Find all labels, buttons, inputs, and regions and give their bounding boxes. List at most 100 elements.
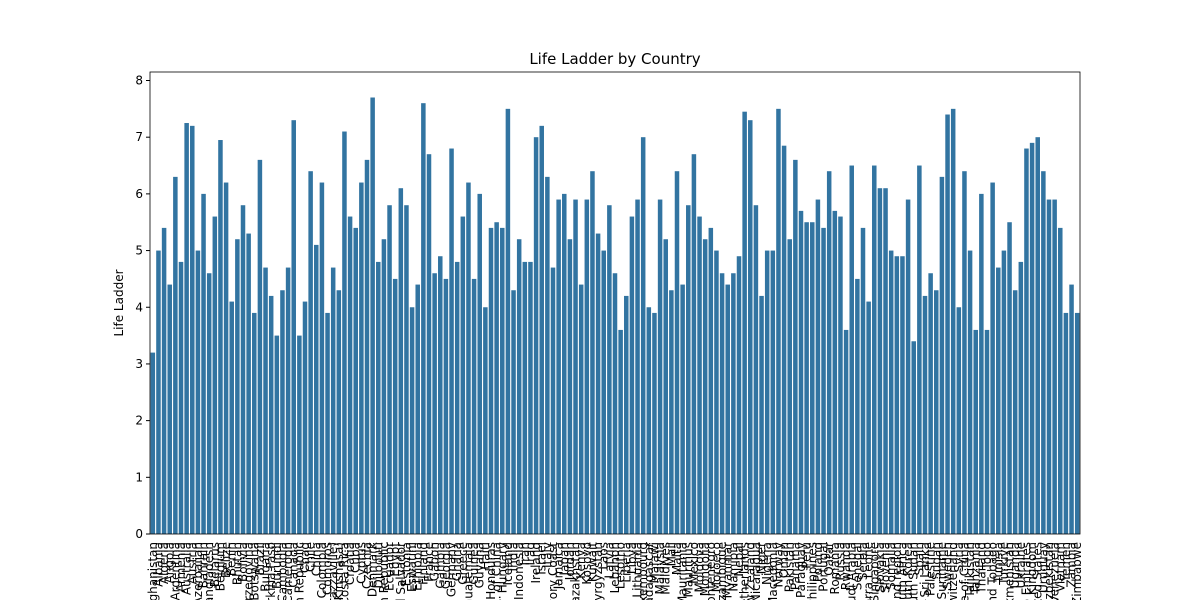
- bar: [578, 284, 584, 534]
- x-tick-label: Egypt: [388, 542, 402, 577]
- bar: [454, 261, 460, 534]
- x-tick-label: Panama: [788, 542, 802, 590]
- x-tick-label: Malawi: [647, 542, 661, 584]
- bar: [1041, 171, 1046, 534]
- bar: [409, 307, 415, 534]
- bar: [612, 273, 618, 534]
- x-tick-label: Turkmenistan: [1003, 542, 1017, 600]
- x-tick-label: Maldives: [659, 542, 673, 595]
- bar: [516, 239, 522, 534]
- bar: [894, 256, 900, 534]
- bar: [1063, 312, 1069, 534]
- x-tick-label: Ghana: [450, 542, 464, 581]
- bar: [190, 125, 195, 535]
- x-tick-label: Luxembourg: [636, 542, 650, 600]
- x-tick-label: Belize: [219, 542, 233, 578]
- bar: [793, 159, 798, 534]
- x-tick-label: Ukraine: [1014, 542, 1028, 588]
- x-tick-label: Guyana: [473, 542, 487, 588]
- x-tick-label: Cambodia: [275, 542, 289, 600]
- bar: [669, 290, 674, 534]
- bar: [184, 123, 189, 534]
- bar: [1046, 199, 1052, 534]
- x-tick-label: Gambia: [433, 542, 447, 589]
- bar: [759, 295, 764, 534]
- bar: [618, 329, 623, 534]
- bar: [246, 233, 251, 534]
- x-tick-label: China: [309, 542, 323, 576]
- bar: [488, 227, 494, 534]
- x-tick-label: Malta: [670, 542, 684, 575]
- y-tick-label: 3: [135, 357, 143, 371]
- bar: [308, 171, 313, 534]
- x-tick-label: Libya: [625, 542, 639, 574]
- bar: [967, 250, 973, 534]
- bar: [336, 290, 342, 534]
- x-tick-label: Guatemala: [461, 542, 475, 600]
- x-tick-label: Finland: [416, 542, 430, 585]
- x-tick-label: Kazakhstan: [569, 542, 583, 600]
- x-tick-label: Zambia: [1065, 542, 1079, 588]
- bar: [438, 256, 443, 534]
- x-tick-label: Liberia: [619, 542, 633, 583]
- x-tick-label: Sri Lanka: [918, 542, 932, 597]
- bar: [567, 239, 573, 534]
- x-tick-label: Somaliland region: [890, 542, 904, 600]
- y-tick-label: 2: [135, 414, 143, 428]
- bar: [347, 216, 353, 534]
- bar: [268, 295, 274, 534]
- x-tick-label: Romania: [828, 542, 842, 594]
- x-tick-label: Nicaragua: [749, 542, 763, 600]
- y-tick-label: 4: [135, 300, 143, 314]
- x-tick-label: Nigeria: [760, 542, 774, 585]
- x-tick-label: Vietnam: [1053, 542, 1067, 592]
- bar: [381, 239, 387, 534]
- bar: [917, 165, 922, 534]
- x-tick-label: Suriname: [935, 542, 949, 600]
- x-tick-label: Congo (Brazzaville): [326, 542, 340, 600]
- x-tick-label: Moldova: [693, 542, 707, 592]
- x-tick-label: Lesotho: [614, 542, 628, 589]
- bar: [150, 352, 156, 534]
- bar: [787, 239, 792, 534]
- x-tick-label: Taiwan Province of China: [957, 542, 971, 600]
- bar: [798, 210, 804, 535]
- bar: [821, 227, 826, 534]
- bar: [748, 120, 753, 534]
- x-tick-label: Uruguay: [1036, 542, 1050, 593]
- bar: [235, 239, 240, 534]
- bar: [466, 182, 471, 535]
- bar: [928, 273, 933, 534]
- bar: [353, 227, 358, 534]
- bar: [702, 239, 708, 534]
- bar: [212, 216, 218, 534]
- bar: [595, 233, 601, 534]
- x-tick-label: Haiti: [478, 542, 492, 570]
- x-tick-label: United Arab Emirates: [1019, 542, 1033, 600]
- x-tick-label: Georgia: [439, 542, 453, 589]
- bar: [911, 341, 916, 534]
- bar: [156, 250, 161, 534]
- x-tick-label: Croatia: [343, 542, 357, 585]
- bar: [736, 256, 742, 534]
- bar: [201, 193, 206, 534]
- x-tick-label: Bulgaria: [259, 542, 273, 592]
- x-tick-label: Benin: [225, 542, 239, 576]
- bar: [291, 120, 296, 534]
- y-tick-label: 8: [135, 74, 143, 88]
- x-tick-label: Sierra Leone: [862, 542, 876, 600]
- bar: [1012, 290, 1018, 534]
- bar: [297, 335, 302, 534]
- bar: [934, 290, 939, 534]
- x-tick-label: Botswana: [247, 542, 261, 600]
- bar: [556, 199, 561, 534]
- x-tick-label: Denmark: [366, 542, 380, 597]
- x-tick-label: Bolivia: [236, 542, 250, 582]
- x-tick-label: Somalia: [884, 542, 898, 590]
- bar: [302, 301, 308, 534]
- y-tick-label: 6: [135, 187, 143, 201]
- bar: [274, 335, 280, 534]
- bar: [956, 307, 962, 534]
- x-tick-label: Senegal: [850, 542, 864, 590]
- x-tick-label: Burundi: [270, 542, 284, 589]
